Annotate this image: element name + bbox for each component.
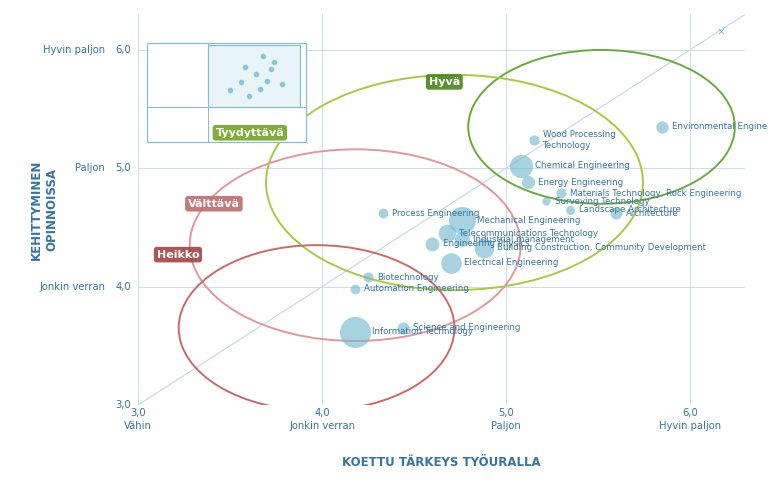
- Point: [540, 198, 552, 205]
- Point: [397, 324, 409, 332]
- Point: [441, 229, 453, 237]
- Point: [264, 65, 276, 73]
- Bar: [147, 43, 306, 142]
- Text: 5,0: 5,0: [115, 163, 131, 173]
- Point: [455, 216, 468, 224]
- Point: [478, 244, 490, 252]
- Text: Vähin: Vähin: [124, 421, 152, 431]
- Point: [257, 52, 270, 60]
- Text: 6,0: 6,0: [115, 45, 131, 55]
- Point: [522, 179, 535, 187]
- Point: [555, 189, 568, 197]
- Text: Telecommunications Technology: Telecommunications Technology: [459, 229, 598, 238]
- Point: [250, 70, 262, 78]
- Bar: [208, 45, 300, 107]
- Point: [243, 92, 255, 100]
- Text: Landscape Architecture: Landscape Architecture: [579, 205, 681, 214]
- Text: Paljon: Paljon: [491, 421, 521, 431]
- Text: 3,0: 3,0: [131, 408, 146, 418]
- Text: Hyvin paljon: Hyvin paljon: [659, 421, 721, 431]
- Text: Jonkin verran: Jonkin verran: [289, 421, 355, 431]
- Point: [610, 209, 622, 217]
- Text: Mechanical Engineering: Mechanical Engineering: [478, 216, 581, 225]
- Text: Hyvin paljon: Hyvin paljon: [43, 45, 105, 55]
- Point: [224, 86, 237, 94]
- Text: Heikko: Heikko: [157, 250, 199, 260]
- Point: [239, 63, 251, 70]
- Text: 6,0: 6,0: [682, 408, 697, 418]
- Text: Tyydyttävä: Tyydyttävä: [216, 128, 284, 138]
- Text: Environmental Engineering: Environmental Engineering: [672, 122, 768, 132]
- Text: KEHITTYMINEN
OPINNOISSA: KEHITTYMINEN OPINNOISSA: [30, 160, 58, 260]
- Point: [564, 206, 577, 214]
- Text: Välttävä: Välttävä: [188, 199, 240, 209]
- Text: Process Engineering: Process Engineering: [392, 209, 479, 218]
- Text: Energy Engineering: Energy Engineering: [538, 178, 624, 187]
- Point: [455, 235, 468, 243]
- Text: 5,0: 5,0: [498, 408, 514, 418]
- Text: 4,0: 4,0: [314, 408, 330, 418]
- Point: [362, 273, 374, 281]
- Text: Engineering Physics: Engineering Physics: [443, 240, 530, 249]
- Text: Industrial management: Industrial management: [473, 235, 574, 244]
- Point: [656, 123, 668, 131]
- Point: [376, 209, 389, 217]
- Text: Architecture: Architecture: [626, 209, 679, 218]
- Text: Wood Processing
Technology: Wood Processing Technology: [543, 130, 616, 150]
- Text: Building Construction, Community Development: Building Construction, Community Develop…: [497, 243, 706, 252]
- Text: Chemical Engineering: Chemical Engineering: [535, 161, 630, 171]
- Text: 4,0: 4,0: [115, 281, 131, 292]
- Point: [528, 136, 540, 144]
- Point: [515, 162, 527, 170]
- Text: Hyvä: Hyvä: [429, 77, 460, 87]
- Point: [253, 85, 266, 93]
- Text: 3,0: 3,0: [115, 400, 131, 410]
- Point: [349, 328, 361, 335]
- Text: KOETTU TÄRKEYS TYÖURALLA: KOETTU TÄRKEYS TYÖURALLA: [343, 455, 541, 469]
- Text: Materials Technology, Rock Engineering: Materials Technology, Rock Engineering: [571, 188, 742, 198]
- Point: [276, 80, 288, 88]
- Point: [235, 78, 247, 86]
- Text: Automation Engineering: Automation Engineering: [364, 284, 469, 294]
- Text: Electrical Engineering: Electrical Engineering: [464, 258, 558, 268]
- Point: [261, 77, 273, 84]
- Point: [268, 58, 280, 66]
- Text: Biotechnology: Biotechnology: [377, 273, 439, 281]
- Text: Surveying Technology: Surveying Technology: [555, 197, 650, 206]
- Point: [445, 259, 457, 267]
- Text: ×: ×: [717, 27, 726, 37]
- Point: [426, 240, 439, 248]
- Point: [349, 285, 361, 293]
- Text: Information Technology: Information Technology: [372, 327, 473, 336]
- Text: Paljon: Paljon: [75, 163, 105, 173]
- Text: Jonkin verran: Jonkin verran: [39, 281, 105, 292]
- Text: Science and Engineering: Science and Engineering: [413, 323, 521, 333]
